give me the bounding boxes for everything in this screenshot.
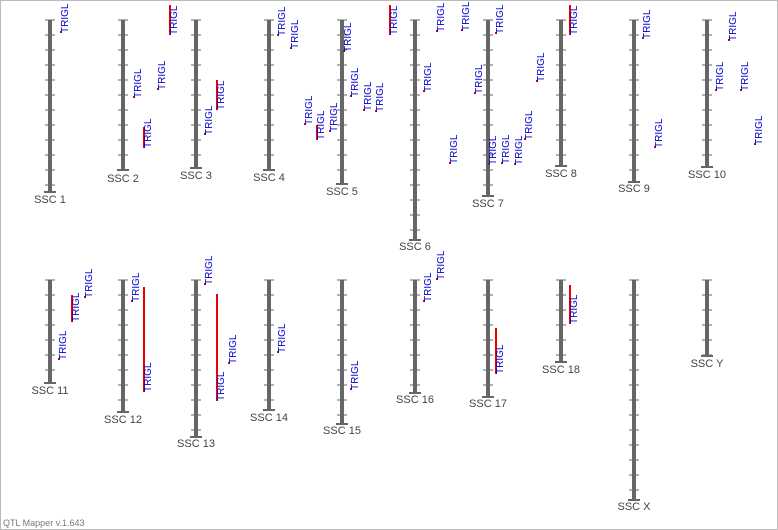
chromosome-label: SSC 13 <box>177 438 215 450</box>
qtl-label: TRIGL <box>216 80 227 110</box>
qtl-label: TRIGL <box>216 371 227 401</box>
qtl-label: TRIGL <box>436 250 447 280</box>
chromosome-label: SSC 18 <box>542 364 580 376</box>
qtl-label: TRIGL <box>277 6 288 36</box>
qtl-label: TRIGL <box>524 110 535 140</box>
qtl-label: TRIGL <box>60 3 71 33</box>
qtl-label: TRIGL <box>169 5 180 35</box>
qtl-label: TRIGL <box>143 362 154 392</box>
chromosome-label: SSC 1 <box>34 194 66 206</box>
qtl-label: TRIGL <box>514 135 525 165</box>
qtl-label: TRIGL <box>84 268 95 298</box>
qtl-label: TRIGL <box>277 323 288 353</box>
chromosome-label: SSC 12 <box>104 414 142 426</box>
qtl-label: TRIGL <box>389 5 400 35</box>
chromosome-label: SSC 15 <box>323 425 361 437</box>
qtl-label: TRIGL <box>228 334 239 364</box>
qtl-label: TRIGL <box>290 19 301 49</box>
chromosome-label: SSC X <box>617 501 651 513</box>
qtl-label: TRIGL <box>423 272 434 302</box>
chromosome-label: SSC 17 <box>469 398 507 410</box>
qtl-label: TRIGL <box>569 294 580 324</box>
chromosome-label: SSC 9 <box>618 183 650 195</box>
qtl-label: TRIGL <box>375 82 386 112</box>
qtl-label: TRIGL <box>728 11 739 41</box>
qtl-label: TRIGL <box>501 134 512 164</box>
qtl-label: TRIGL <box>654 118 665 148</box>
chromosome-label: SSC 16 <box>396 394 434 406</box>
qtl-label: TRIGL <box>474 64 485 94</box>
qtl-label: TRIGL <box>495 4 506 34</box>
qtl-label: TRIGL <box>536 52 547 82</box>
chromosome-label: SSC 8 <box>545 168 577 180</box>
qtl-label: TRIGL <box>350 360 361 390</box>
chromosome-label: SSC 6 <box>399 241 431 253</box>
chromosome-label: SSC 10 <box>688 169 726 181</box>
chromosome-label: SSC 5 <box>326 186 358 198</box>
chromosome-label: SSC 3 <box>180 170 212 182</box>
qtl-label: TRIGL <box>363 81 374 111</box>
qtl-label: TRIGL <box>754 115 765 145</box>
chromosome-label: SSC 14 <box>250 412 288 424</box>
qtl-label: TRIGL <box>423 62 434 92</box>
qtl-label: TRIGL <box>715 61 726 91</box>
chromosome-label: SSC 2 <box>107 173 139 185</box>
qtl-label: TRIGL <box>436 2 447 32</box>
qtl-label: TRIGL <box>569 5 580 35</box>
chromosome-label: SSC 4 <box>253 172 285 184</box>
qtl-label: TRIGL <box>143 118 154 148</box>
qtl-label: TRIGL <box>350 67 361 97</box>
qtl-label: TRIGL <box>343 22 354 52</box>
qtl-label: TRIGL <box>131 272 142 302</box>
footer: QTL Mapper v.1.643 <box>3 518 85 528</box>
chromosome-label: SSC 7 <box>472 198 504 210</box>
qtl-label: TRIGL <box>58 330 69 360</box>
qtl-label: TRIGL <box>461 1 472 31</box>
qtl-label: TRIGL <box>204 105 215 135</box>
qtl-label: TRIGL <box>488 135 499 165</box>
qtl-label: TRIGL <box>304 95 315 125</box>
qtl-label: TRIGL <box>642 9 653 39</box>
qtl-label: TRIGL <box>449 134 460 164</box>
qtl-label: TRIGL <box>316 110 327 140</box>
qtl-label: TRIGL <box>495 344 506 374</box>
qtl-label: TRIGL <box>133 68 144 98</box>
qtl-label: TRIGL <box>329 102 340 132</box>
qtl-label: TRIGL <box>157 60 168 90</box>
qtl-label: TRIGL <box>204 255 215 285</box>
chromosome-label: SSC 11 <box>31 385 68 397</box>
chromosome-label: SSC Y <box>691 358 724 370</box>
qtl-label: TRIGL <box>71 292 82 322</box>
qtl-label: TRIGL <box>740 61 751 91</box>
